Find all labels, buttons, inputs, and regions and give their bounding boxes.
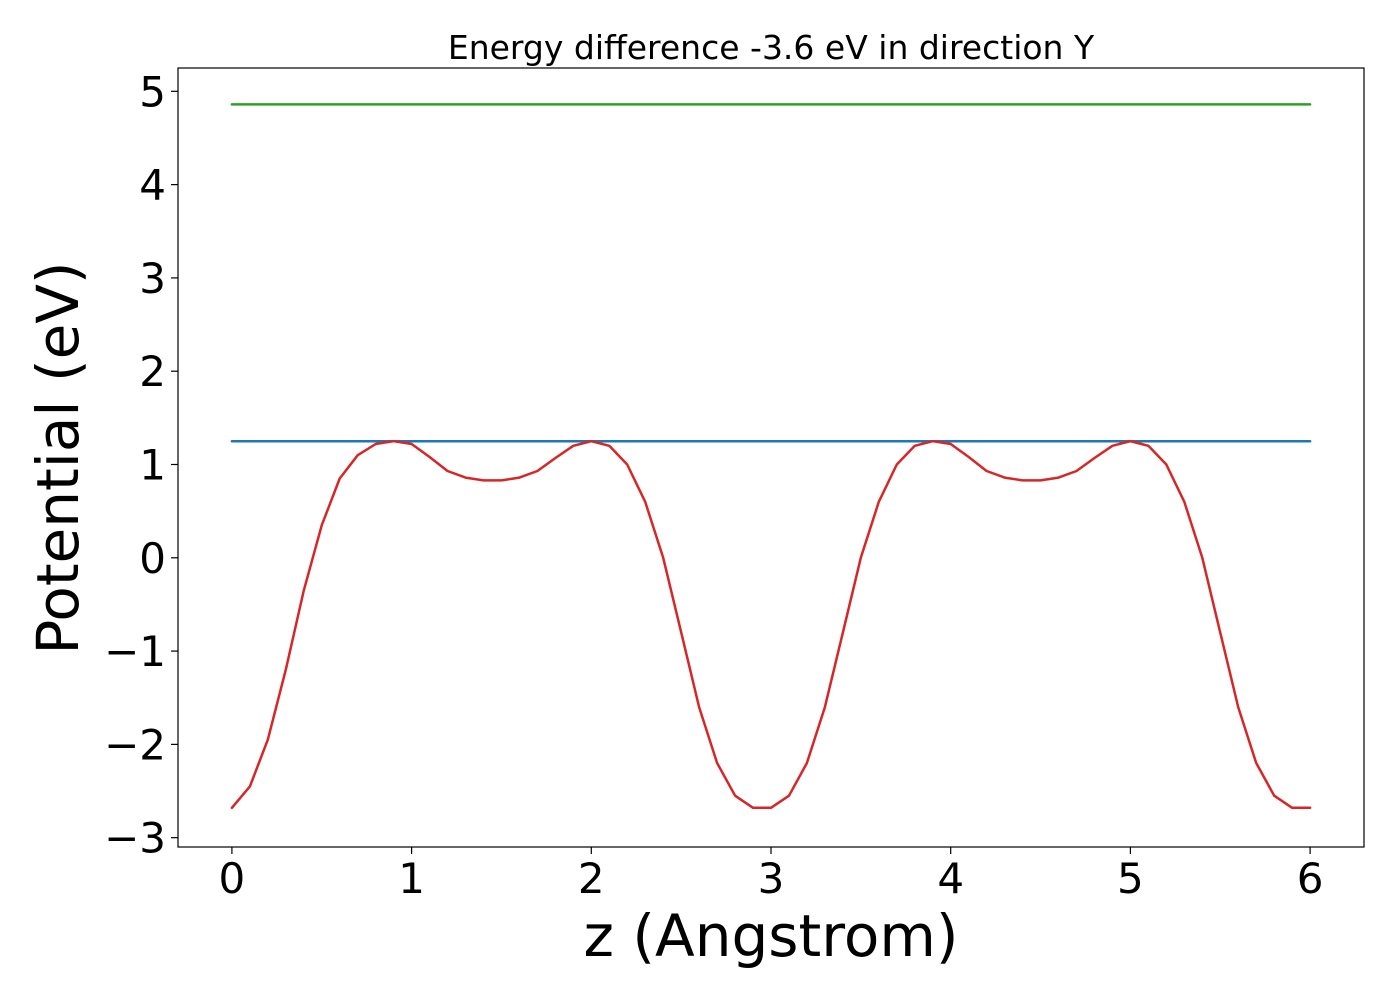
series-line-1: [230, 439, 1312, 810]
plot-background: [178, 68, 1364, 847]
y-tick-label: 3: [139, 254, 166, 303]
x-axis-label: z (Angstrom): [584, 902, 959, 970]
y-tick-label: −3: [104, 814, 166, 863]
x-tick-label: 0: [219, 854, 246, 903]
y-axis-label: Potential (eV): [24, 261, 92, 654]
series-layer: [230, 103, 1312, 810]
x-tick-label: 1: [398, 854, 425, 903]
chart-title: Energy difference -3.6 eV in direction Y: [448, 28, 1095, 67]
y-tick-label: 2: [139, 347, 166, 396]
x-axis-ticks: 0 1 2 3 4 5 6: [219, 847, 1324, 903]
y-tick-label: 0: [139, 534, 166, 583]
x-tick-label: 4: [937, 854, 964, 903]
y-tick-label: 1: [139, 440, 166, 489]
y-tick-label: 5: [139, 67, 166, 116]
x-tick-label: 3: [758, 854, 785, 903]
x-tick-label: 2: [578, 854, 605, 903]
y-tick-label: 4: [139, 161, 166, 210]
y-tick-label: −2: [104, 720, 166, 769]
x-tick-label: 5: [1117, 854, 1144, 903]
y-axis-ticks: −3 −2 −1 0 1 2 3 4 5: [104, 67, 178, 863]
x-tick-label: 6: [1297, 854, 1324, 903]
y-tick-label: −1: [104, 627, 166, 676]
